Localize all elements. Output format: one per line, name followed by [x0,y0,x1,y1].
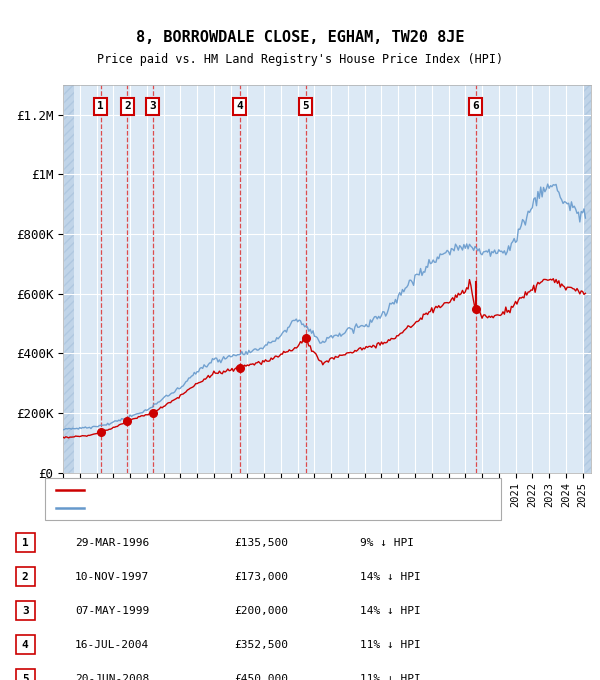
Text: 8, BORROWDALE CLOSE, EGHAM, TW20 8JE: 8, BORROWDALE CLOSE, EGHAM, TW20 8JE [136,30,464,45]
Bar [63,85,74,473]
Text: 2: 2 [22,572,29,581]
Text: 1: 1 [97,101,104,112]
Text: £352,500: £352,500 [234,640,288,649]
Text: £200,000: £200,000 [234,606,288,615]
Text: 1: 1 [22,538,29,547]
Text: Price paid vs. HM Land Registry's House Price Index (HPI): Price paid vs. HM Land Registry's House … [97,53,503,67]
Text: 2: 2 [124,101,131,112]
Text: 3: 3 [22,606,29,615]
Text: 10-NOV-1997: 10-NOV-1997 [75,572,149,581]
Text: 9% ↓ HPI: 9% ↓ HPI [360,538,414,547]
Text: HPI: Average price, detached house, Runnymede: HPI: Average price, detached house, Runn… [90,503,383,513]
Text: £135,500: £135,500 [234,538,288,547]
Text: 4: 4 [236,101,243,112]
Text: 20-JUN-2008: 20-JUN-2008 [75,674,149,680]
Text: 29-MAR-1996: 29-MAR-1996 [75,538,149,547]
Text: 8, BORROWDALE CLOSE, EGHAM, TW20 8JE (detached house): 8, BORROWDALE CLOSE, EGHAM, TW20 8JE (de… [90,485,434,495]
Text: 11% ↓ HPI: 11% ↓ HPI [360,640,421,649]
Text: 14% ↓ HPI: 14% ↓ HPI [360,606,421,615]
Text: 5: 5 [302,101,309,112]
Text: £450,000: £450,000 [234,674,288,680]
Text: 16-JUL-2004: 16-JUL-2004 [75,640,149,649]
Text: 4: 4 [22,640,29,649]
Text: 3: 3 [149,101,156,112]
Text: 5: 5 [22,674,29,680]
Text: 11% ↓ HPI: 11% ↓ HPI [360,674,421,680]
Text: 07-MAY-1999: 07-MAY-1999 [75,606,149,615]
Text: 6: 6 [472,101,479,112]
Text: £173,000: £173,000 [234,572,288,581]
Bar [583,85,591,473]
Text: 14% ↓ HPI: 14% ↓ HPI [360,572,421,581]
